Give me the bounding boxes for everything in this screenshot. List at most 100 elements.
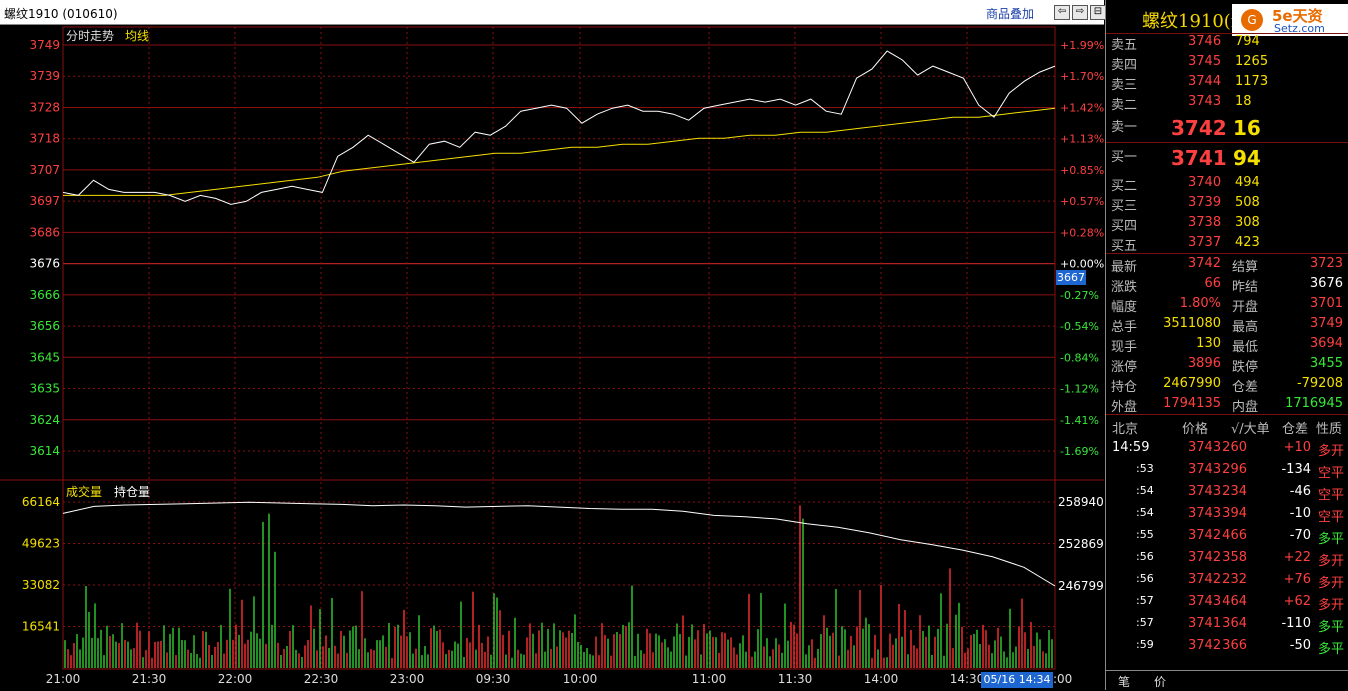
tick-oi-change: -110 xyxy=(1281,616,1311,631)
tick-volume: 232 xyxy=(1222,572,1247,587)
tick-price: 3743 xyxy=(1188,440,1222,455)
ask-volume: 1173 xyxy=(1235,74,1269,89)
pct-tick-label: +0.57% xyxy=(1060,195,1104,208)
tick-price: 3742 xyxy=(1188,572,1222,587)
stat-value: 3701 xyxy=(1309,296,1343,311)
price-tick-label: 3707 xyxy=(29,163,60,177)
trend-label: 分时走势 xyxy=(66,29,114,43)
ask-price: 3743 xyxy=(1188,94,1222,109)
ask-row: 卖五 3746 794 xyxy=(1106,34,1348,54)
oi-tick-label: 2467990 xyxy=(1058,579,1104,593)
tick-price: 3743 xyxy=(1188,484,1222,499)
ask-price: 3742 xyxy=(1171,116,1227,140)
stat-row: 总手 3511080 最高 3749 xyxy=(1106,316,1348,336)
tick-price: 3742 xyxy=(1188,638,1222,653)
bid-volume: 308 xyxy=(1235,215,1260,230)
price-tick-label: 3614 xyxy=(29,444,60,458)
tick-row: :57 3743 464 +62 多开 xyxy=(1106,594,1348,614)
tab-trades[interactable]: 笔 xyxy=(1118,675,1131,689)
ask-label: 卖一 xyxy=(1111,120,1138,135)
price-tick-label: 3686 xyxy=(29,225,60,239)
bid-price: 3740 xyxy=(1188,175,1222,190)
stat-label: 跌停 xyxy=(1232,360,1259,375)
ticks-header-loc: 北京 xyxy=(1112,422,1139,437)
stat-label: 总手 xyxy=(1111,320,1138,335)
stat-label: 外盘 xyxy=(1111,400,1138,415)
tick-volume: 234 xyxy=(1222,484,1247,499)
logo-brand: 5e天资 xyxy=(1272,7,1323,25)
stat-label: 现手 xyxy=(1111,340,1138,355)
pct-tick-label: -0.54% xyxy=(1060,320,1099,333)
tick-nature: 多开 xyxy=(1318,444,1345,459)
tick-price: 3743 xyxy=(1188,506,1222,521)
tick-volume: 358 xyxy=(1222,550,1247,565)
tick-nature: 多开 xyxy=(1318,576,1345,591)
stat-label: 最高 xyxy=(1232,320,1259,335)
price-tick-label: 3676 xyxy=(29,257,60,271)
quote-panel: 螺纹1910(r G 5e天资 Setz.com 卖五 3746 794 卖四 3745… xyxy=(1105,0,1348,691)
stat-value: 3742 xyxy=(1187,256,1221,271)
bid-row: 买三 3739 508 xyxy=(1106,195,1348,215)
bid-volume: 508 xyxy=(1235,195,1260,210)
tick-nature: 多平 xyxy=(1318,642,1345,657)
tick-oi-change: +76 xyxy=(1283,572,1311,587)
panel-tabs: 笔 价 xyxy=(1106,670,1348,691)
stat-value: 1794135 xyxy=(1163,396,1221,411)
ask-row: 卖二 3743 18 xyxy=(1106,94,1348,114)
time-tick-label: 22:30 xyxy=(304,672,339,686)
tick-oi-change: -134 xyxy=(1281,462,1311,477)
tick-nature: 多开 xyxy=(1318,554,1345,569)
volume-tick-label: 66164 xyxy=(22,495,60,509)
open-interest-line xyxy=(62,501,1056,587)
ask-label: 卖二 xyxy=(1111,98,1138,113)
volume-bars xyxy=(64,505,1053,668)
intraday-chart[interactable]: 3749 +1.99% 3739 +1.70% 3728 +1.42% 3718 +1.13%… xyxy=(0,0,1104,690)
ask-price: 3746 xyxy=(1188,34,1222,49)
overlay-commodity-link[interactable]: 商品叠加 xyxy=(986,7,1035,21)
stat-row: 涨跌 66 昨结 3676 xyxy=(1106,276,1348,296)
bid-price: 3739 xyxy=(1188,195,1222,210)
volume-tick-label: 49623 xyxy=(22,537,60,551)
logo-icon: G xyxy=(1241,9,1263,31)
price-tick-label: 3749 xyxy=(29,38,60,52)
bid-label: 买四 xyxy=(1111,219,1138,234)
oi-label: 持仓量 xyxy=(114,484,150,499)
time-tick-label: 10:00 xyxy=(563,672,598,686)
ask-row: 卖三 3744 1173 xyxy=(1106,74,1348,94)
ask-volume: 18 xyxy=(1235,94,1252,109)
stat-row: 最新 3742 结算 3723 xyxy=(1106,256,1348,276)
brand-logo: G 5e天资 Setz.com xyxy=(1232,4,1348,36)
pct-tick-label: -0.84% xyxy=(1060,351,1099,364)
price-tick-label: 3645 xyxy=(29,350,60,364)
tick-price: 3743 xyxy=(1188,594,1222,609)
time-tick-label: 21:30 xyxy=(132,672,167,686)
stat-value: 66 xyxy=(1204,276,1221,291)
ask-volume: 1265 xyxy=(1235,54,1269,69)
price-tick-label: 3728 xyxy=(29,100,60,114)
bid-row: 买二 3740 494 xyxy=(1106,175,1348,195)
ticks-header-big: √/大单 xyxy=(1231,422,1270,437)
scroll-left-button[interactable]: ⇦ xyxy=(1054,5,1070,20)
tab-prices[interactable]: 价 xyxy=(1154,675,1167,689)
price-tick-label: 3739 xyxy=(29,69,60,83)
tick-row: :56 3742 232 +76 多开 xyxy=(1106,572,1348,592)
tick-nature: 空平 xyxy=(1318,466,1345,481)
tick-oi-change: -50 xyxy=(1289,638,1311,653)
tick-oi-change: +22 xyxy=(1283,550,1311,565)
tick-oi-change: -70 xyxy=(1289,528,1311,543)
tick-volume: 260 xyxy=(1222,440,1247,455)
ask-label: 卖四 xyxy=(1111,58,1138,73)
stat-label: 幅度 xyxy=(1111,300,1138,315)
stat-label: 最新 xyxy=(1111,260,1138,275)
price-tick-label: 3666 xyxy=(29,288,60,302)
price-tick-label: 3697 xyxy=(29,194,60,208)
stat-row: 外盘 1794135 内盘 1716945 xyxy=(1106,396,1348,416)
scroll-right-button[interactable]: ⇨ xyxy=(1072,5,1088,20)
tick-volume: 296 xyxy=(1222,462,1247,477)
volume-tick-label: 33082 xyxy=(22,578,60,592)
logo-site: Setz.com xyxy=(1274,22,1325,35)
bid-volume: 94 xyxy=(1233,146,1261,170)
oi-tick-label: 2589406 xyxy=(1058,495,1104,509)
tick-time: :59 xyxy=(1136,638,1154,651)
tick-time: :57 xyxy=(1136,616,1154,629)
